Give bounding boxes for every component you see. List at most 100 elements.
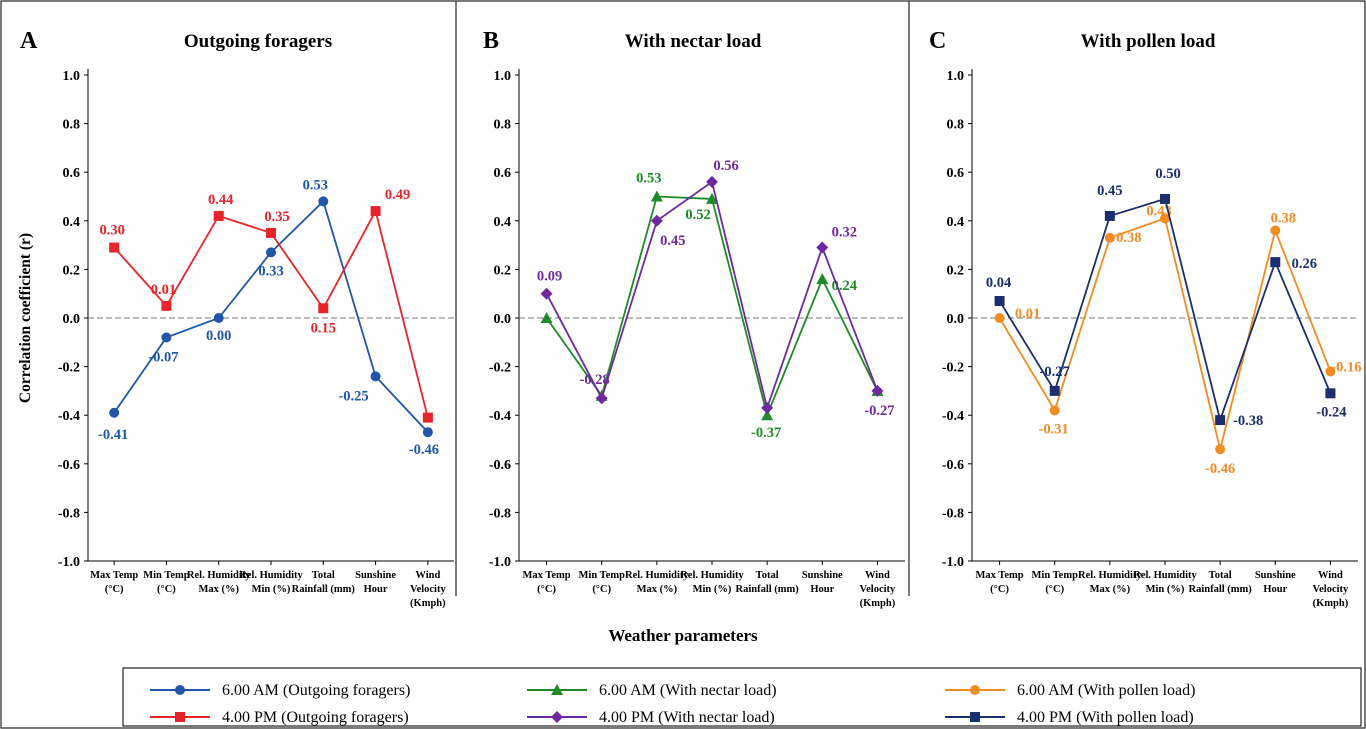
data-label: 0.45	[1097, 183, 1122, 199]
x-tick-label: (°C)	[157, 584, 176, 595]
x-tick-label: (°C)	[990, 584, 1009, 595]
x-tick-label: (°C)	[537, 584, 556, 595]
y-tick-label: 0.2	[494, 263, 512, 278]
data-point	[761, 409, 774, 421]
data-label: 0.52	[685, 207, 710, 223]
shared-x-axis-label: Weather parameters	[608, 626, 758, 645]
y-tick-label: 0.4	[63, 215, 81, 230]
panel-c: C With pollen load 1.0 0.8 0.6 0.4 0.2 0.0 -0.2 -…	[929, 28, 1362, 609]
data-point	[1049, 385, 1060, 396]
data-label: -0.46	[409, 442, 439, 458]
data-point	[761, 401, 774, 414]
data-label: 0.26	[1292, 256, 1317, 272]
panel-a: A Outgoing foragers 1.0 0.8 0.6 0.4 0.2 0.0 -0.2…	[17, 28, 454, 609]
data-point	[994, 313, 1005, 323]
y-tick-label: 0.0	[63, 312, 81, 327]
data-point	[595, 392, 608, 405]
x-tick-label: Hour	[364, 584, 388, 595]
legend-marker	[175, 685, 185, 695]
data-point	[370, 371, 381, 382]
x-tick-label: Min Temp	[1032, 570, 1079, 581]
x-tick-label: Max (%)	[1090, 584, 1131, 595]
y-tick-label: -0.4	[58, 409, 80, 424]
x-tick-label: (Kmph)	[860, 598, 896, 609]
data-point	[1104, 210, 1115, 221]
y-tick-label: 1.0	[494, 69, 512, 84]
data-label: 0.33	[258, 263, 283, 279]
data-label: 0.44	[208, 192, 233, 208]
y-tick-label: 0.8	[947, 118, 965, 133]
series-6-00-am-with-pollen-load-: 0.01 -0.31 0.38 0.43 -0.46 0.38 -0.16	[994, 203, 1362, 477]
x-tick-label: Rel. Humidity	[187, 570, 251, 581]
data-point	[1049, 405, 1060, 416]
y-tick-label: 0.0	[947, 312, 965, 327]
y-tick-label: -0.4	[942, 409, 964, 424]
data-point	[871, 384, 884, 397]
data-label: 0.53	[303, 177, 328, 193]
data-point	[1270, 257, 1281, 268]
data-point	[109, 242, 120, 253]
series-4-00-pm-outgoing-foragers-: 0.30 0.01 0.44 0.35 0.15 0.49	[99, 187, 433, 423]
panel-letter: B	[483, 28, 499, 54]
data-label: 0.15	[311, 320, 336, 336]
data-label: -0.46	[1205, 461, 1235, 477]
legend: 6.00 AM (Outgoing foragers) 4.00 PM (Outg…	[150, 682, 1195, 726]
y-tick-label: -1.0	[489, 555, 511, 570]
data-label: 0.04	[986, 275, 1011, 291]
y-tick-label: -1.0	[942, 555, 964, 570]
data-point	[422, 427, 433, 438]
legend-item: 6.00 AM (With nectar load)	[527, 682, 777, 699]
data-point	[816, 273, 829, 285]
data-label: 0.43	[1146, 203, 1171, 219]
x-tick-label: Velocity	[1313, 584, 1350, 595]
data-label: -0.37	[751, 425, 781, 441]
x-tick-label: Max Temp	[90, 570, 138, 581]
legend-marker	[970, 712, 980, 722]
data-point	[540, 312, 553, 323]
data-label: 0.50	[1155, 166, 1180, 182]
data-point	[213, 313, 224, 323]
x-tick-label: Rel. Humidity	[239, 570, 303, 581]
x-tick-label: Rainfall (mm)	[292, 584, 356, 595]
data-point	[161, 332, 172, 343]
data-point	[816, 241, 829, 254]
y-tick-label: 1.0	[947, 69, 965, 84]
legend-label: 6.00 AM (With nectar load)	[599, 682, 777, 699]
data-label: -0.07	[148, 349, 178, 365]
x-tick-label: Hour	[1263, 584, 1287, 595]
y-axis-label: Correlation coefficient (r)	[17, 233, 34, 403]
data-label: 0.38	[1271, 211, 1296, 227]
data-point	[266, 227, 276, 238]
y-tick-label: -0.8	[489, 506, 511, 521]
data-label: -0.27	[864, 403, 894, 419]
y-tick-label: 0.0	[494, 312, 512, 327]
x-tick-label: Max (%)	[198, 584, 239, 595]
x-tick-label: Sunshine	[355, 570, 396, 581]
x-tick-label: Total	[312, 570, 335, 581]
data-point	[161, 300, 172, 311]
data-point	[706, 192, 718, 204]
legend-label: 4.00 PM (With pollen load)	[1017, 709, 1194, 726]
y-tick-label: -0.4	[489, 409, 511, 424]
series-line	[113, 208, 429, 418]
panel-letter: A	[20, 28, 38, 54]
legend-box	[122, 667, 1362, 727]
legend-label: 4.00 PM (Outgoing foragers)	[222, 709, 409, 726]
data-point	[318, 196, 329, 207]
data-label: -0.27	[1040, 364, 1070, 380]
x-tick-label: Min Temp	[579, 570, 626, 581]
x-tick-label: (°C)	[592, 584, 611, 595]
data-point	[370, 206, 381, 217]
panel-title: Outgoing foragers	[184, 31, 332, 52]
data-point	[1104, 232, 1115, 243]
data-label: -0.31	[1039, 421, 1069, 437]
y-tick-label: -0.6	[942, 458, 964, 473]
data-point	[1215, 444, 1226, 455]
x-tick-label: Min (%)	[1146, 584, 1185, 595]
data-label: 0.45	[660, 233, 685, 249]
panel-letter: C	[929, 28, 946, 54]
x-tick-label: Max (%)	[637, 584, 678, 595]
panel-title: With nectar load	[625, 31, 762, 52]
data-label: 0.35	[264, 209, 289, 225]
data-label: 0.01	[1015, 306, 1040, 322]
